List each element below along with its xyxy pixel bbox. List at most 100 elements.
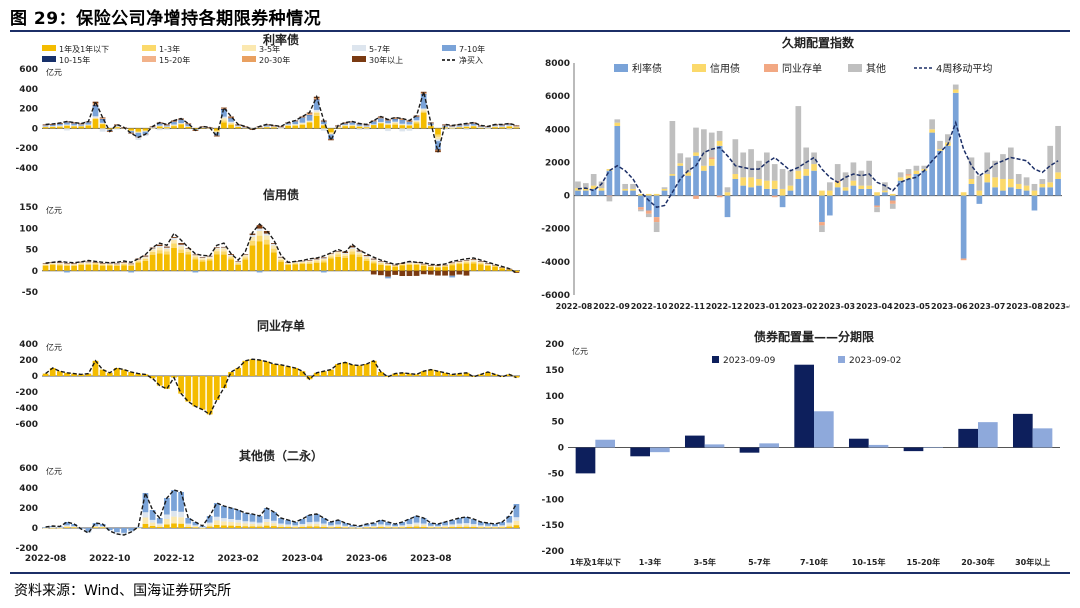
- rate-bar: [392, 124, 398, 125]
- tenor-bar: [978, 422, 998, 447]
- credit-bar: [378, 271, 384, 275]
- duration-bar-other: [709, 133, 715, 158]
- credit-bar: [478, 261, 484, 262]
- x-tick-label: 2022-09: [593, 302, 630, 311]
- credit-bar: [321, 257, 327, 258]
- other-bar: [285, 526, 291, 527]
- other-bar: [207, 523, 213, 525]
- other-bar: [321, 527, 327, 528]
- y-tick-label: -100: [541, 495, 564, 505]
- rate-bar: [328, 128, 334, 132]
- credit-bar: [457, 264, 463, 271]
- credit-bar: [457, 261, 463, 262]
- rate-bar: [100, 118, 106, 119]
- legend-swatch: [242, 56, 256, 62]
- y-unit-label: 亿元: [46, 67, 62, 77]
- rate-bar: [178, 123, 184, 124]
- other-bar: [193, 527, 199, 528]
- ncd-bar: [250, 359, 256, 376]
- duration-bar-other: [693, 128, 699, 153]
- credit-bar: [86, 262, 92, 263]
- other-bar: [421, 524, 427, 526]
- duration-bar-other: [890, 204, 896, 209]
- rate-bar: [164, 126, 170, 127]
- credit-bar: [449, 276, 455, 278]
- other-bar: [71, 528, 77, 529]
- duration-bar-rate: [1055, 179, 1061, 196]
- other-bar: [485, 526, 491, 527]
- duration-bar-rate: [662, 191, 668, 196]
- credit-bar: [171, 243, 177, 247]
- duration-bar-ncd: [772, 196, 778, 198]
- other-bar: [128, 528, 134, 531]
- credit-bar: [342, 253, 348, 254]
- duration-bar-rate: [630, 191, 636, 196]
- credit-bar: [64, 263, 70, 264]
- credit-bar: [292, 264, 298, 270]
- legend-label: 10-15年: [59, 55, 90, 65]
- legend-swatch: [838, 356, 845, 363]
- other-bar: [207, 524, 213, 526]
- rate-bar: [214, 131, 220, 132]
- duration-bar-other: [866, 161, 872, 186]
- other-bar: [214, 503, 220, 517]
- credit-bar: [478, 262, 484, 263]
- duration-index-chart: 久期配置指数-6000-4000-200002000400060008000 利率…: [532, 33, 1070, 315]
- credit-bar: [471, 263, 477, 270]
- rate-bar: [307, 123, 313, 129]
- ncd-bar: [271, 364, 277, 376]
- x-tick-label: 3-5年: [693, 557, 715, 567]
- y-tick-label: -200: [15, 544, 38, 554]
- credit-bar: [371, 259, 377, 260]
- rate-bar: [342, 126, 348, 127]
- credit-bar: [442, 267, 448, 271]
- rate-bar: [221, 118, 227, 120]
- other-bar: [207, 527, 213, 528]
- other-bar: [171, 517, 177, 524]
- credit-bar: [278, 262, 284, 271]
- credit-bar: [271, 252, 277, 270]
- credit-bar: [71, 266, 77, 271]
- duration-bar-rate: [992, 187, 998, 195]
- credit-bar: [464, 261, 470, 262]
- credit-bar: [235, 262, 241, 263]
- duration-bar-ncd: [961, 259, 967, 261]
- credit-bar: [157, 250, 163, 253]
- rate-bar: [435, 135, 441, 137]
- duration-bar-rate: [575, 191, 581, 196]
- credit-bar: [207, 259, 213, 261]
- duration-bar-ncd: [874, 206, 880, 208]
- credit-bar: [407, 271, 413, 276]
- duration-bar-rate: [961, 196, 967, 259]
- credit-bar: [128, 271, 134, 273]
- rate-bar: [464, 128, 470, 129]
- other-bar: [364, 527, 370, 528]
- other-bar: [407, 527, 413, 528]
- y-tick-label: 2000: [545, 158, 570, 168]
- other-bar: [143, 512, 149, 517]
- rate-bar: [278, 128, 284, 129]
- duration-bar-other: [788, 171, 794, 186]
- x-tick-label: 2023-05: [893, 302, 930, 311]
- other-bar: [71, 527, 77, 528]
- credit-bar: [86, 264, 92, 265]
- legend-swatch: [352, 45, 366, 51]
- duration-bar-rate: [795, 179, 801, 196]
- rate-bar: [71, 125, 77, 126]
- credit-bar: [314, 259, 320, 260]
- credit-bar: [50, 265, 56, 271]
- other-bar: [228, 526, 234, 528]
- other-bar: [221, 506, 227, 518]
- credit-bar: [78, 265, 84, 271]
- tenor-bar: [1013, 414, 1033, 448]
- ncd-bar: [349, 365, 355, 376]
- other-bar: [178, 512, 184, 517]
- rate-bar: [514, 127, 520, 128]
- chart-title: 同业存单: [257, 318, 305, 333]
- ncd-bar: [364, 364, 370, 376]
- credit-bar: [221, 255, 227, 271]
- rate-bar: [414, 122, 420, 123]
- y-tick-label: -150: [541, 521, 564, 531]
- rate-bar: [157, 128, 163, 130]
- other-bar: [506, 523, 512, 525]
